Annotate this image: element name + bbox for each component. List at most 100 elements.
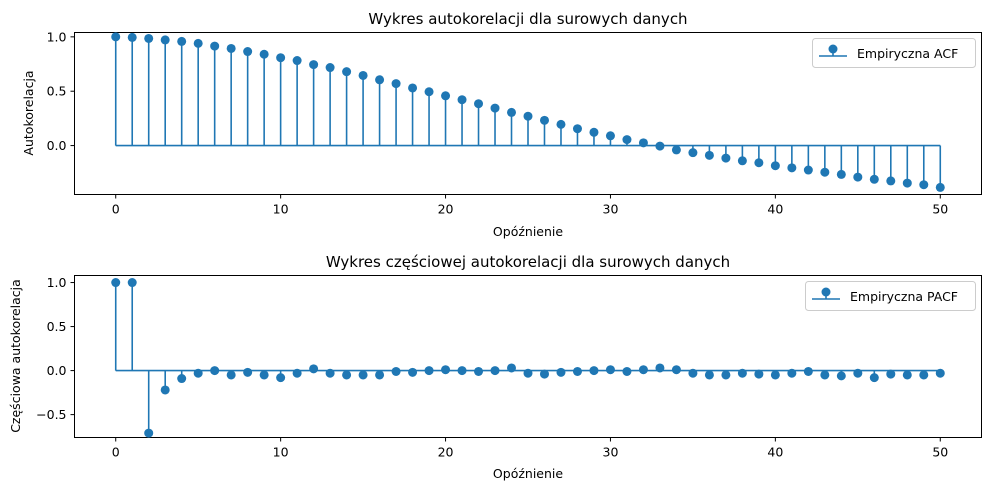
pacf-point <box>160 385 170 395</box>
acf-legend-frame <box>812 38 976 68</box>
pacf-subplot: Wykres częściowej autokorelacji dla suro… <box>8 253 982 481</box>
acf-point <box>391 79 401 89</box>
acf-point <box>836 169 846 179</box>
pacf-point <box>391 366 401 376</box>
acf-point <box>210 41 220 51</box>
pacf-point <box>309 364 319 374</box>
pacf-marks <box>111 278 945 438</box>
pacf-point <box>507 363 517 373</box>
pacf-point <box>919 370 929 380</box>
pacf-point <box>754 369 764 379</box>
acf-point <box>539 115 549 125</box>
acf-point <box>127 32 137 42</box>
pacf-point <box>127 278 137 288</box>
acf-point <box>589 127 599 137</box>
acf-point <box>474 99 484 109</box>
pacf-point <box>655 363 665 373</box>
pacf-x-tick-label: 30 <box>603 445 619 460</box>
pacf-point <box>408 367 418 377</box>
pacf-point <box>358 370 368 380</box>
pacf-point <box>589 366 599 376</box>
acf-point <box>375 75 385 85</box>
pacf-x-tick-label: 10 <box>273 445 289 460</box>
acf-y-tick-label: 0.5 <box>47 84 67 99</box>
pacf-point <box>572 366 582 376</box>
acf-point <box>358 70 368 80</box>
acf-point <box>902 178 912 188</box>
pacf-point <box>902 370 912 380</box>
pacf-point <box>490 366 500 376</box>
pacf-point <box>704 370 714 380</box>
pacf-point <box>869 373 879 383</box>
pacf-legend-label: Empiryczna PACF <box>850 289 958 304</box>
pacf-point <box>886 369 896 379</box>
pacf-point <box>787 368 797 378</box>
acf-x-tick-label: 50 <box>932 202 948 217</box>
acf-y-tick-label: 1.0 <box>47 29 67 44</box>
acf-point <box>754 158 764 168</box>
acf-point <box>507 107 517 117</box>
pacf-point <box>638 365 648 375</box>
acf-y-axis-label: Autokorelacja <box>21 70 36 155</box>
pacf-plot-frame <box>74 275 982 438</box>
pacf-x-tick-label: 50 <box>932 445 948 460</box>
acf-point <box>770 161 780 171</box>
acf-legend-marker <box>828 44 838 54</box>
acf-point <box>276 53 286 63</box>
pacf-point <box>144 428 154 438</box>
pacf-point <box>622 366 632 376</box>
pacf-x-ticks: 0 10 20 30 40 50 <box>112 437 948 460</box>
pacf-point <box>193 368 203 378</box>
pacf-y-tick-label: 0.5 <box>47 319 67 334</box>
acf-point <box>441 91 451 101</box>
pacf-point <box>259 370 269 380</box>
pacf-point <box>243 367 253 377</box>
pacf-y-ticks: −0.5 0.0 0.5 1.0 <box>36 275 75 422</box>
acf-point <box>721 153 731 163</box>
pacf-point <box>803 366 813 376</box>
pacf-legend-marker <box>821 287 831 297</box>
acf-x-tick-label: 40 <box>767 202 783 217</box>
acf-point <box>259 49 269 59</box>
acf-x-tick-label: 10 <box>273 202 289 217</box>
pacf-point <box>111 278 121 288</box>
acf-point <box>144 33 154 43</box>
pacf-legend: Empiryczna PACF <box>805 281 976 311</box>
pacf-point <box>474 366 484 376</box>
acf-point <box>605 131 615 141</box>
pacf-y-axis-label: Częściowa autokorelacja <box>8 279 23 433</box>
pacf-point <box>210 366 220 376</box>
pacf-legend-frame <box>805 281 976 311</box>
acf-point <box>919 180 929 190</box>
pacf-point <box>292 368 302 378</box>
pacf-x-tick-label: 40 <box>767 445 783 460</box>
acf-point <box>671 145 681 155</box>
acf-point <box>869 174 879 184</box>
pacf-point <box>556 367 566 377</box>
acf-point <box>424 87 434 97</box>
pacf-point <box>721 370 731 380</box>
pacf-point <box>177 374 187 384</box>
acf-point <box>638 138 648 148</box>
pacf-point <box>770 370 780 380</box>
pacf-point <box>276 373 286 383</box>
pacf-x-tick-label: 20 <box>438 445 454 460</box>
acf-point <box>737 156 747 166</box>
pacf-point <box>226 370 236 380</box>
acf-title: Wykres autokorelacji dla surowych danych <box>368 10 687 28</box>
acf-point <box>655 141 665 151</box>
acf-legend: Empiryczna ACF <box>812 38 976 68</box>
pacf-point <box>671 365 681 375</box>
acf-point <box>292 56 302 66</box>
pacf-point <box>325 368 335 378</box>
pacf-point <box>935 368 945 378</box>
pacf-point <box>523 368 533 378</box>
pacf-x-tick-label: 0 <box>112 445 120 460</box>
acf-point <box>787 163 797 173</box>
pacf-y-tick-label: 1.0 <box>47 275 67 290</box>
acf-point <box>853 172 863 182</box>
acf-point <box>935 182 945 192</box>
acf-x-ticks: 0 10 20 30 40 50 <box>112 194 948 217</box>
pacf-point <box>688 368 698 378</box>
